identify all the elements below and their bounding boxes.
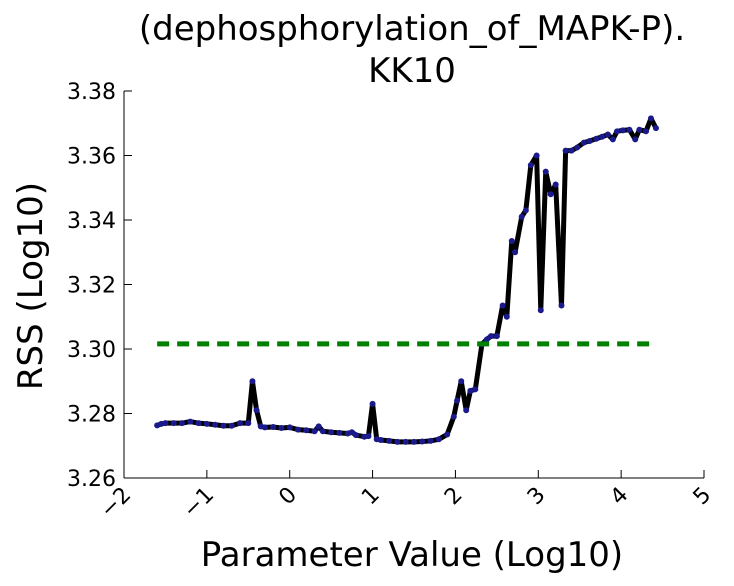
data-point (435, 436, 442, 443)
data-point (626, 126, 633, 133)
data-point (533, 152, 540, 159)
data-point (537, 307, 544, 314)
data-point (419, 438, 426, 445)
data-point (463, 407, 470, 414)
data-point (552, 181, 559, 188)
data-point (599, 133, 606, 140)
data-point (527, 162, 534, 169)
x-tick-label: 0 (274, 483, 302, 511)
data-point (319, 428, 326, 435)
data-point (179, 420, 185, 427)
data-point (458, 378, 465, 385)
data-point (311, 428, 318, 435)
data-point (647, 115, 654, 122)
y-tick-label: 3.36 (67, 145, 116, 170)
data-point (444, 431, 451, 438)
chart-title: (dephosphorylation_of_MAPK-P). (139, 9, 685, 49)
data-point (369, 400, 376, 407)
x-tick-label: −1 (178, 483, 219, 524)
data-point (315, 423, 322, 430)
x-tick-label: 2 (440, 483, 468, 511)
data-point (652, 125, 659, 132)
chart-title: KK10 (368, 51, 456, 91)
y-tick-label: 3.34 (67, 209, 116, 234)
data-point (483, 336, 490, 343)
data-line (156, 115, 659, 445)
data-point (220, 422, 227, 429)
data-point (508, 237, 515, 244)
data-point (237, 420, 243, 427)
data-point (619, 127, 626, 134)
x-tick-label: 5 (689, 483, 717, 511)
data-point (427, 437, 434, 444)
data-point (249, 378, 256, 385)
data-point (593, 135, 600, 142)
data-point (411, 438, 417, 445)
data-point (499, 302, 506, 309)
y-tick-label: 3.30 (67, 338, 116, 363)
data-point (278, 425, 285, 432)
data-point (454, 397, 461, 404)
data-point (303, 427, 310, 434)
data-point (643, 128, 649, 135)
data-point (614, 128, 620, 135)
x-axis-label: Parameter Value (Log10) (201, 535, 623, 575)
data-point (170, 420, 177, 427)
data-point (450, 413, 457, 420)
data-point (377, 436, 384, 443)
data-point (328, 429, 335, 436)
data-point (542, 168, 549, 175)
data-point (518, 213, 525, 220)
data-point (574, 144, 581, 151)
data-point (402, 438, 409, 445)
data-point (295, 426, 301, 433)
data-point (604, 131, 611, 138)
y-axis-label: RSS (Log10) (11, 182, 51, 390)
data-point (467, 387, 474, 394)
data-point (336, 429, 343, 436)
data-point (488, 333, 495, 340)
data-point (636, 126, 643, 133)
data-point (586, 137, 593, 144)
data-point (253, 407, 260, 414)
data-point (472, 386, 479, 393)
data-point (228, 422, 235, 429)
data-point (394, 438, 401, 445)
data-point (353, 432, 359, 439)
data-point (580, 139, 587, 146)
data-point (632, 136, 639, 143)
y-tick-label: 3.38 (67, 80, 116, 105)
x-tick-label: 3 (523, 483, 551, 511)
x-tick-label: 4 (606, 483, 634, 511)
data-point (609, 136, 616, 143)
data-point (270, 424, 277, 431)
data-point (558, 302, 565, 309)
data-point (187, 418, 194, 425)
y-tick-label: 3.26 (67, 467, 116, 492)
data-point (503, 313, 510, 320)
data-point (195, 420, 202, 427)
data-point (493, 333, 500, 340)
data-point (245, 420, 252, 427)
data-point (162, 420, 169, 427)
data-point (386, 437, 393, 444)
data-point (261, 424, 268, 431)
data-point (568, 147, 575, 154)
data-point (562, 147, 569, 154)
data-point (547, 191, 554, 198)
y-tick-label: 3.32 (67, 274, 116, 299)
data-point (512, 249, 519, 256)
y-tick-label: 3.28 (67, 403, 116, 428)
data-point (203, 420, 210, 427)
data-point (286, 424, 293, 431)
data-point (212, 421, 219, 428)
data-point (365, 433, 372, 440)
data-point (522, 207, 529, 214)
x-tick-label: 1 (357, 483, 385, 511)
